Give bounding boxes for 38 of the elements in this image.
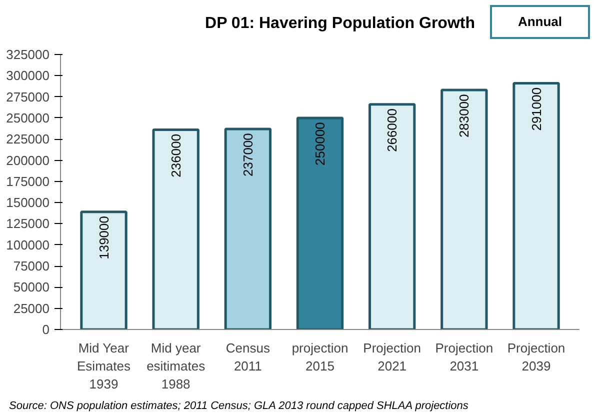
data-label: 139000 [96,216,112,260]
x-tick-label: projection 2015 [292,340,348,374]
data-label: 266000 [384,108,400,152]
x-tick-label: Census 2011 [226,340,270,374]
y-tick-label: 25000 [13,300,50,316]
bar [152,128,200,330]
bar [224,128,272,330]
y-tick-label: 75000 [13,258,50,274]
y-tick-label: 150000 [6,195,50,210]
y-tick-label: 0 [42,322,50,337]
bar [296,116,344,330]
bar [368,103,416,330]
data-label: 250000 [312,122,328,166]
y-tick-label: 125000 [6,216,50,232]
text: Annual [518,13,562,31]
data-label: 237000 [240,133,256,176]
y-tick-label: 200000 [6,152,50,168]
data-label: 291000 [528,87,544,131]
data-label: 236000 [168,134,184,178]
x-tick-label: Projection 2031 [435,340,494,374]
y-tick-label: 275000 [6,89,50,104]
y-tick-label: 225000 [6,132,50,147]
y-tick-label: 175000 [6,174,50,189]
bar [440,88,488,330]
y-tick-label: 250000 [6,110,50,126]
y-tick-label: 325000 [6,47,50,62]
y-tick-label: 300000 [6,68,50,84]
x-tick-label: Mid year esitimates 1988 [146,340,206,392]
bar [80,210,128,330]
x-tick-label: Mid Year Esimates 1939 [77,340,131,392]
data-label: 283000 [456,94,472,138]
y-tick-label: 50000 [13,280,50,295]
x-tick-label: Projection 2039 [507,340,566,374]
source-note: Source: ONS population estimates; 2011 Census; GLA 2013 round capped SHLAA projections [9,399,468,414]
x-tick-label: Projection 2021 [363,340,421,374]
bar [512,82,560,330]
chart-title: DP 01: Havering Population Growth [205,14,475,34]
y-tick-label: 100000 [6,237,50,252]
